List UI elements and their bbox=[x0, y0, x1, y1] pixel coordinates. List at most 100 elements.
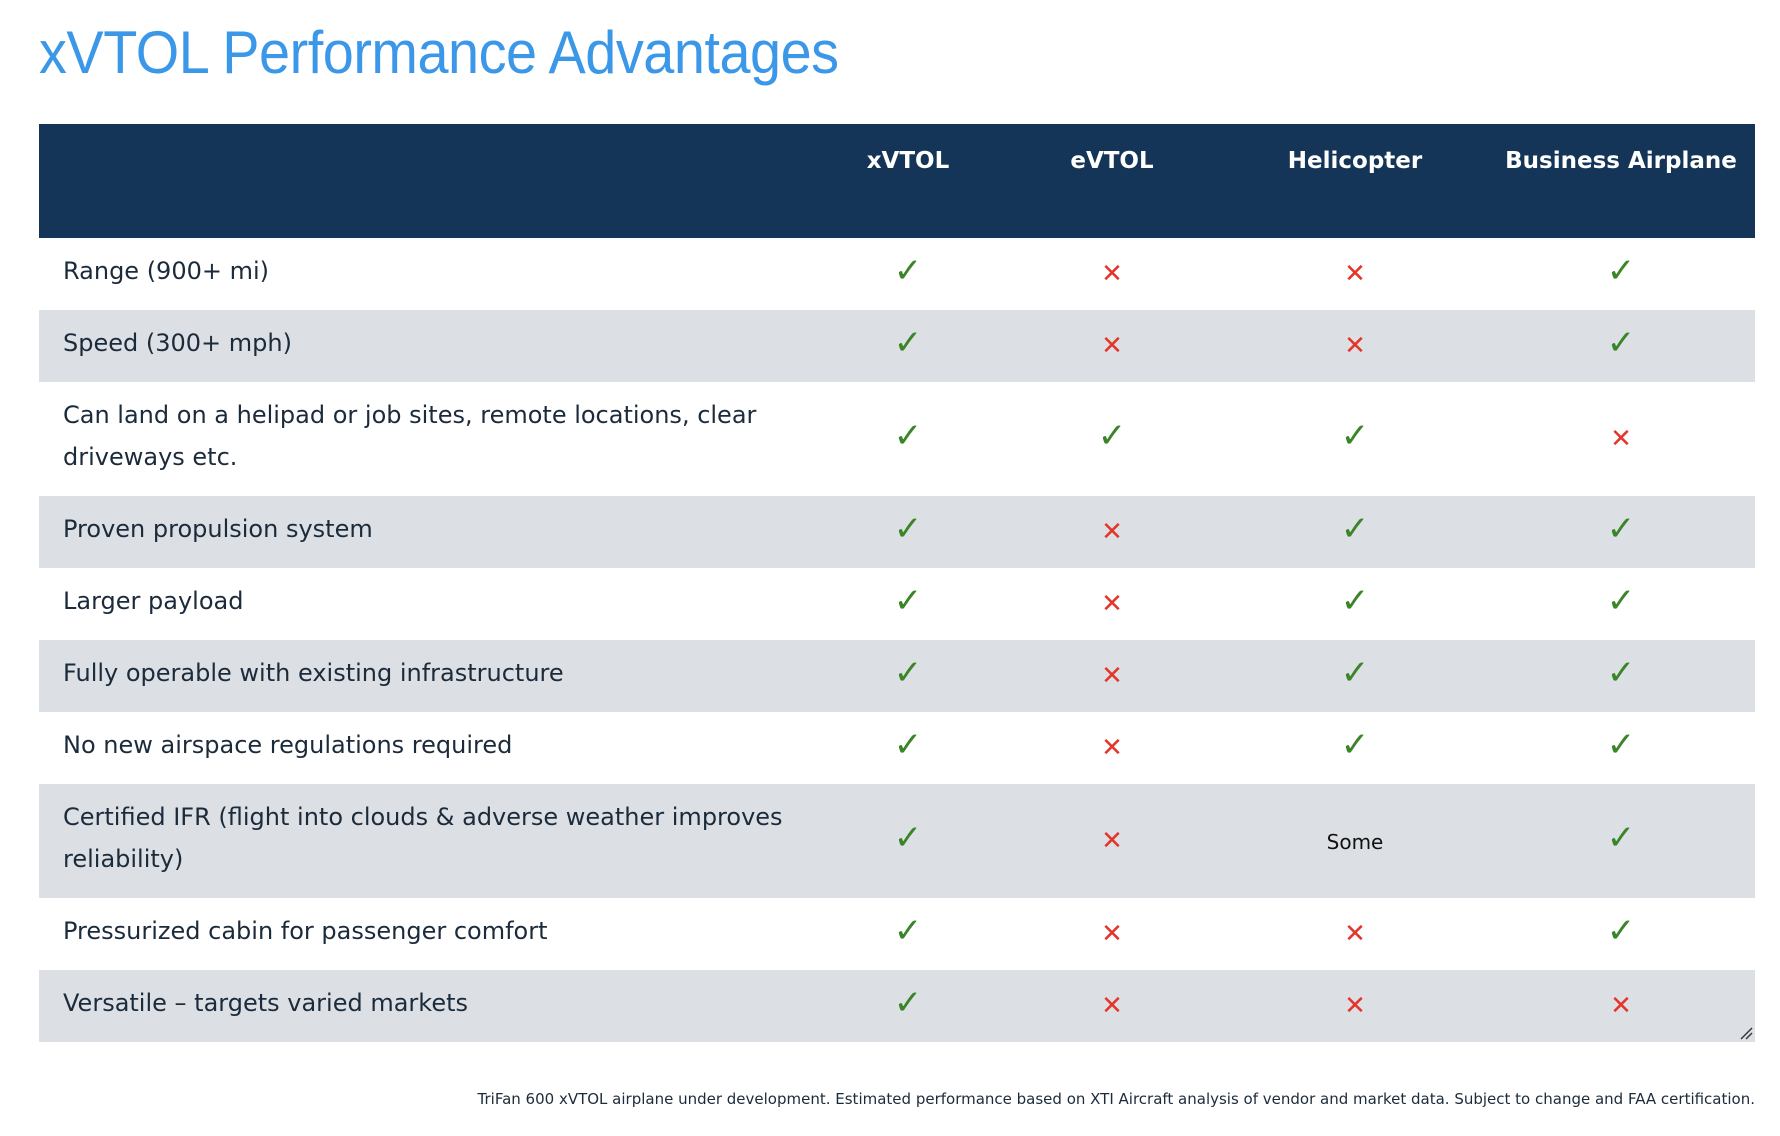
cross-icon: ✕ bbox=[1101, 517, 1123, 547]
check-icon: ✓ bbox=[1606, 911, 1636, 951]
evtol-cell: ✕ bbox=[1001, 238, 1223, 310]
value-text: Some bbox=[1326, 829, 1384, 854]
comparison-table-container: xVTOL eVTOL Helicopter Business Airplane… bbox=[39, 124, 1755, 1042]
cross-icon: ✕ bbox=[1101, 991, 1123, 1021]
feature-cell: Proven propulsion system bbox=[63, 515, 373, 543]
cross-icon: ✕ bbox=[1344, 331, 1366, 361]
cross-icon: ✕ bbox=[1610, 424, 1632, 454]
footnote: TriFan 600 xVTOL airplane under developm… bbox=[477, 1090, 1755, 1108]
helicopter-cell: ✕ bbox=[1223, 970, 1487, 1042]
cross-icon: ✕ bbox=[1344, 919, 1366, 949]
evtol-cell: ✕ bbox=[1001, 970, 1223, 1042]
feature-cell: Versatile – targets varied markets bbox=[63, 989, 469, 1017]
xvtol-cell: ✓ bbox=[815, 568, 1001, 640]
business-airplane-cell: ✓ bbox=[1487, 640, 1755, 712]
helicopter-cell: ✓ bbox=[1223, 712, 1487, 784]
cross-icon: ✕ bbox=[1101, 331, 1123, 361]
table-row: Can land on a helipad or job sites, remo… bbox=[39, 382, 1755, 496]
check-icon: ✓ bbox=[893, 653, 923, 693]
xvtol-cell: ✓ bbox=[815, 496, 1001, 568]
check-icon: ✓ bbox=[1340, 416, 1370, 456]
xvtol-cell: ✓ bbox=[815, 898, 1001, 970]
header-feature bbox=[39, 124, 815, 238]
evtol-cell: ✕ bbox=[1001, 712, 1223, 784]
table-body: Range (900+ mi) ✓ ✕ ✕ ✓ Speed (300+ mph) ✓ ✕ ✕ ✓ C… bbox=[39, 238, 1755, 1042]
header-xvtol: xVTOL bbox=[866, 148, 950, 174]
check-icon: ✓ bbox=[1606, 323, 1636, 363]
xvtol-cell: ✓ bbox=[815, 382, 1001, 496]
check-icon: ✓ bbox=[893, 323, 923, 363]
cross-icon: ✕ bbox=[1101, 733, 1123, 763]
header-business-airplane: Business Airplane bbox=[1505, 148, 1737, 174]
feature-cell: Certified IFR (flight into clouds & adve… bbox=[63, 803, 783, 873]
feature-cell: No new airspace regulations required bbox=[63, 731, 513, 759]
helicopter-cell: ✓ bbox=[1223, 382, 1487, 496]
feature-cell: Speed (300+ mph) bbox=[63, 329, 292, 357]
cross-icon: ✕ bbox=[1101, 919, 1123, 949]
resize-handle-icon[interactable] bbox=[1739, 1026, 1753, 1040]
check-icon: ✓ bbox=[893, 725, 923, 765]
check-icon: ✓ bbox=[893, 416, 923, 456]
business-airplane-cell: ✓ bbox=[1487, 238, 1755, 310]
table-row: Pressurized cabin for passenger comfort ✓… bbox=[39, 898, 1755, 970]
check-icon: ✓ bbox=[1606, 725, 1636, 765]
check-icon: ✓ bbox=[1606, 581, 1636, 621]
table-row: Range (900+ mi) ✓ ✕ ✕ ✓ bbox=[39, 238, 1755, 310]
evtol-cell: ✕ bbox=[1001, 310, 1223, 382]
xvtol-cell: ✓ bbox=[815, 970, 1001, 1042]
feature-cell: Range (900+ mi) bbox=[63, 257, 270, 285]
cross-icon: ✕ bbox=[1344, 991, 1366, 1021]
header-evtol: eVTOL bbox=[1070, 148, 1154, 174]
feature-cell: Larger payload bbox=[63, 587, 244, 615]
helicopter-cell: Some bbox=[1223, 784, 1487, 898]
business-airplane-cell: ✕ bbox=[1487, 970, 1755, 1042]
helicopter-cell: ✕ bbox=[1223, 238, 1487, 310]
table-row: Certified IFR (flight into clouds & adve… bbox=[39, 784, 1755, 898]
xvtol-cell: ✓ bbox=[815, 238, 1001, 310]
page-title: xVTOL Performance Advantages bbox=[39, 19, 839, 86]
xvtol-cell: ✓ bbox=[815, 712, 1001, 784]
table-row: Larger payload ✓ ✕ ✓ ✓ bbox=[39, 568, 1755, 640]
business-airplane-cell: ✓ bbox=[1487, 784, 1755, 898]
table-row: Proven propulsion system ✓ ✕ ✓ ✓ bbox=[39, 496, 1755, 568]
check-icon: ✓ bbox=[893, 581, 923, 621]
helicopter-cell: ✕ bbox=[1223, 310, 1487, 382]
comparison-table: xVTOL eVTOL Helicopter Business Airplane… bbox=[39, 124, 1755, 1042]
check-icon: ✓ bbox=[1606, 251, 1636, 291]
check-icon: ✓ bbox=[893, 983, 923, 1023]
helicopter-cell: ✕ bbox=[1223, 898, 1487, 970]
feature-cell: Fully operable with existing infrastruct… bbox=[63, 659, 564, 687]
check-icon: ✓ bbox=[1340, 581, 1370, 621]
check-icon: ✓ bbox=[1606, 818, 1636, 858]
evtol-cell: ✕ bbox=[1001, 496, 1223, 568]
check-icon: ✓ bbox=[893, 818, 923, 858]
check-icon: ✓ bbox=[893, 911, 923, 951]
evtol-cell: ✕ bbox=[1001, 898, 1223, 970]
helicopter-cell: ✓ bbox=[1223, 496, 1487, 568]
business-airplane-cell: ✓ bbox=[1487, 310, 1755, 382]
cross-icon: ✕ bbox=[1344, 259, 1366, 289]
cross-icon: ✕ bbox=[1101, 826, 1123, 856]
check-icon: ✓ bbox=[1340, 653, 1370, 693]
table-row: Fully operable with existing infrastruct… bbox=[39, 640, 1755, 712]
cross-icon: ✕ bbox=[1101, 259, 1123, 289]
evtol-cell: ✕ bbox=[1001, 640, 1223, 712]
check-icon: ✓ bbox=[893, 509, 923, 549]
table-row: No new airspace regulations required ✓ ✕ ✓ ✓ bbox=[39, 712, 1755, 784]
check-icon: ✓ bbox=[1097, 416, 1127, 456]
check-icon: ✓ bbox=[1340, 725, 1370, 765]
check-icon: ✓ bbox=[893, 251, 923, 291]
check-icon: ✓ bbox=[1606, 509, 1636, 549]
xvtol-cell: ✓ bbox=[815, 784, 1001, 898]
xvtol-cell: ✓ bbox=[815, 310, 1001, 382]
feature-cell: Pressurized cabin for passenger comfort bbox=[63, 917, 548, 945]
check-icon: ✓ bbox=[1340, 509, 1370, 549]
business-airplane-cell: ✓ bbox=[1487, 712, 1755, 784]
feature-cell: Can land on a helipad or job sites, remo… bbox=[63, 401, 757, 471]
business-airplane-cell: ✓ bbox=[1487, 568, 1755, 640]
header-helicopter: Helicopter bbox=[1287, 148, 1423, 174]
cross-icon: ✕ bbox=[1101, 661, 1123, 691]
cross-icon: ✕ bbox=[1610, 991, 1632, 1021]
table-header-row: xVTOL eVTOL Helicopter Business Airplane bbox=[39, 124, 1755, 238]
table-row: Versatile – targets varied markets ✓ ✕ ✕ ✕ bbox=[39, 970, 1755, 1042]
